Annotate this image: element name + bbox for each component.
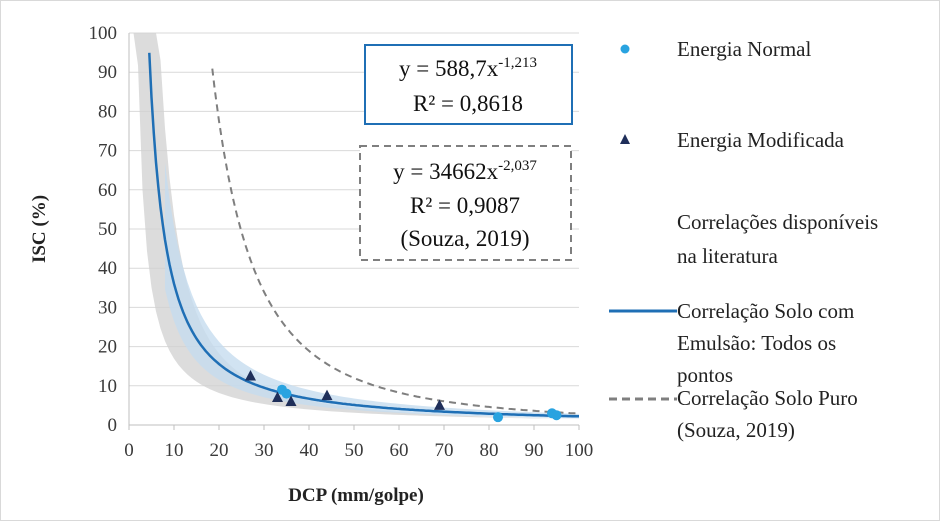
legend-label-puro-1: Correlação Solo Puro xyxy=(677,386,858,410)
legend-label-emulsao-3: pontos xyxy=(677,363,733,387)
x-tick-label: 80 xyxy=(480,440,499,461)
equation-2: y = 34662x-2,037 xyxy=(393,158,537,184)
legend-label-literatura-2: na literatura xyxy=(677,244,779,268)
equation-box-1 xyxy=(364,44,573,125)
legend-label-emulsao-1: Correlação Solo com xyxy=(677,299,854,323)
equation-1-exponent: -1,213 xyxy=(498,55,537,71)
equation-2-source: (Souza, 2019) xyxy=(400,226,529,251)
point-energia-normal xyxy=(493,412,503,423)
point-energia-modificada xyxy=(272,391,283,403)
equation-1: y = 588,7x-1,213 xyxy=(399,55,537,81)
x-axis-title: DCP (mm/golpe) xyxy=(288,485,424,506)
y-tick-label: 40 xyxy=(98,258,117,279)
equation-2-exponent: -2,037 xyxy=(498,158,537,174)
x-tick-label: 90 xyxy=(525,440,544,461)
point-energia-modificada xyxy=(434,399,445,410)
x-tick-label: 10 xyxy=(165,440,184,461)
y-tick-label: 100 xyxy=(89,23,118,44)
x-tick-label: 20 xyxy=(210,440,229,461)
x-tick-label: 50 xyxy=(345,440,364,461)
x-tick-label: 100 xyxy=(565,440,594,461)
legend-label-energia-normal: Energia Normal xyxy=(677,37,811,61)
equation-2-base: y = 34662x xyxy=(393,159,498,184)
x-tick-label: 40 xyxy=(300,440,319,461)
legend-label-emulsao-2: Emulsão: Todos os xyxy=(677,331,836,355)
x-tick-label: 30 xyxy=(255,440,274,461)
y-tick-label: 60 xyxy=(98,180,117,201)
y-tick-label: 90 xyxy=(98,62,117,83)
axis-layer: 0 10 20 30 40 50 60 70 80 90 100 0 10 20 30 40 50 60 70 80 9… xyxy=(89,23,594,461)
point-energia-normal xyxy=(551,410,562,421)
equation-2-r2: R² = 0,9087 xyxy=(410,193,520,218)
curve-layer xyxy=(148,52,580,418)
y-axis-title: ISC (%) xyxy=(29,195,50,263)
y-tick-label: 70 xyxy=(98,141,117,162)
equation-1-base: y = 588,7x xyxy=(399,56,499,81)
point-energia-modificada xyxy=(285,395,297,406)
equation-box-2 xyxy=(359,145,572,261)
x-tick-label: 70 xyxy=(435,440,454,461)
y-tick-label: 0 xyxy=(108,415,118,436)
legend-label-energia-modificada: Energia Modificada xyxy=(677,128,845,152)
legend-marker-energia-normal xyxy=(620,44,630,54)
legend-marker-energia-modificada xyxy=(620,134,630,144)
equation-1-r2: R² = 0,8618 xyxy=(413,91,523,116)
curve-solo-emulsao xyxy=(148,52,579,418)
y-tick-label: 10 xyxy=(98,376,117,397)
y-tick-label: 50 xyxy=(98,219,117,240)
y-tick-label: 30 xyxy=(98,297,117,318)
legend-label-literatura-1: Correlações disponíveis xyxy=(677,210,878,234)
y-tick-label: 20 xyxy=(98,337,117,358)
x-tick-label: 0 xyxy=(124,440,134,461)
point-layer xyxy=(245,370,562,423)
curve-solo-puro xyxy=(211,68,580,415)
point-energia-normal xyxy=(281,388,292,399)
y-tick-label: 80 xyxy=(98,101,117,122)
x-tick-label: 60 xyxy=(390,440,409,461)
legend-label-puro-2: (Souza, 2019) xyxy=(677,418,795,442)
legend: Energia Normal Energia Modificada Correl… xyxy=(609,37,878,442)
point-energia-modificada xyxy=(245,370,256,381)
point-energia-modificada xyxy=(321,389,333,401)
